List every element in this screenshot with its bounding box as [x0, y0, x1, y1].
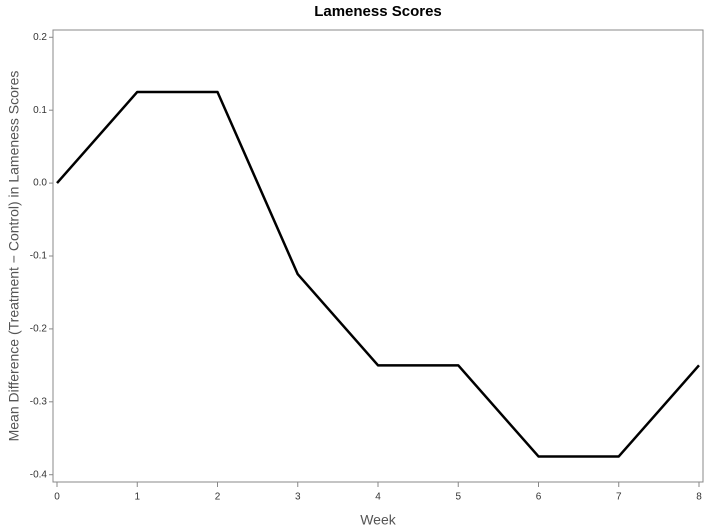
line — [56, 90, 700, 458]
x-tick-label: 0 — [54, 492, 60, 503]
x-tick-label: 5 — [455, 492, 461, 503]
x-tick-label: 2 — [215, 492, 221, 503]
y-tick-label: -0.1 — [30, 251, 48, 262]
x-tick-label: 8 — [696, 492, 702, 503]
y-tick-label: -0.3 — [30, 396, 48, 407]
y-tick-label: 0.2 — [33, 32, 47, 43]
x-axis-label: Week — [360, 512, 397, 528]
x-tick-label: 3 — [295, 492, 301, 503]
y-axis-label: Mean Difference (Treatment − Control) in… — [6, 71, 22, 442]
y-tick-label: -0.2 — [30, 324, 48, 335]
x-tick-label: 1 — [134, 492, 140, 503]
x-tick-label: 6 — [536, 492, 542, 503]
y-tick-label: -0.4 — [30, 469, 48, 480]
y-tick-label: 0.1 — [33, 105, 47, 116]
plot-frame — [52, 29, 704, 483]
x-tick-label: 4 — [375, 492, 381, 503]
x-tick-label: 7 — [616, 492, 622, 503]
y-tick-label: 0.0 — [33, 178, 47, 189]
chart-title: Lameness Scores — [314, 3, 442, 20]
